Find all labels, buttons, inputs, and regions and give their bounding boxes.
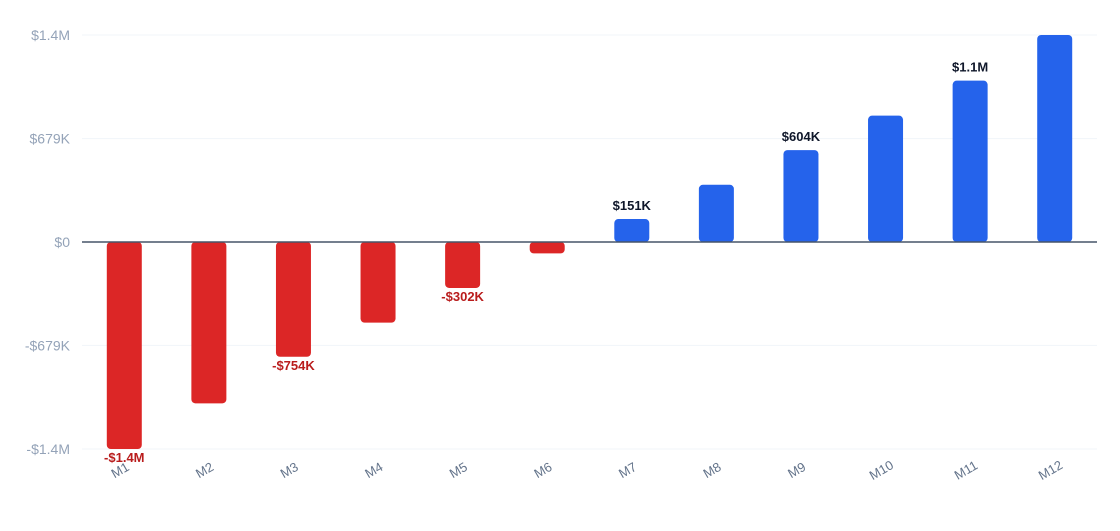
y-tick-label: $0 xyxy=(54,234,70,250)
bars xyxy=(106,35,1073,449)
x-tick-label: M2 xyxy=(193,459,216,481)
y-tick-label: $1.4M xyxy=(31,27,70,43)
x-tick-label: M9 xyxy=(785,459,808,481)
grid-lines xyxy=(82,34,1097,450)
bar-m2 xyxy=(191,242,227,404)
x-tick-label: M3 xyxy=(278,459,301,481)
bar-m5 xyxy=(445,242,481,288)
x-tick-label: M5 xyxy=(447,459,470,481)
bar-m11 xyxy=(952,80,988,242)
bar-m3 xyxy=(275,242,311,357)
data-label-m3: -$754K xyxy=(272,358,315,373)
bar-m6 xyxy=(529,242,565,254)
data-label-m9: $604K xyxy=(782,129,821,144)
x-tick-label: M4 xyxy=(362,459,385,481)
bar-m1 xyxy=(106,242,142,449)
bar-m4 xyxy=(360,242,396,323)
x-tick-label: M8 xyxy=(701,459,724,481)
bar-m9 xyxy=(783,150,819,242)
x-tick-label: M12 xyxy=(1036,457,1065,483)
bar-m8 xyxy=(698,184,734,242)
y-axis-ticks: $1.4M $679K $0 -$679K -$1.4M xyxy=(25,27,71,457)
y-tick-label: $679K xyxy=(30,131,71,147)
x-tick-label: M6 xyxy=(531,459,554,481)
data-labels: -$1.4M -$754K -$302K $151K $604K $1.1M xyxy=(104,60,988,465)
data-label-m1: -$1.4M xyxy=(104,450,144,465)
x-tick-label: M7 xyxy=(616,459,639,481)
x-tick-label: M10 xyxy=(867,457,896,483)
y-tick-label: -$679K xyxy=(25,337,71,353)
bar-m10 xyxy=(868,115,904,242)
data-label-m5: -$302K xyxy=(441,289,484,304)
x-axis-ticks: M1 M2 M3 M4 M5 M6 M7 M8 M9 M10 M11 M12 xyxy=(108,457,1065,483)
data-label-m7: $151K xyxy=(613,198,652,213)
bar-m7 xyxy=(614,219,650,242)
data-label-m11: $1.1M xyxy=(952,60,988,75)
x-tick-label: M11 xyxy=(952,458,981,483)
y-tick-label: -$1.4M xyxy=(26,441,70,457)
bar-m12 xyxy=(1037,35,1073,242)
